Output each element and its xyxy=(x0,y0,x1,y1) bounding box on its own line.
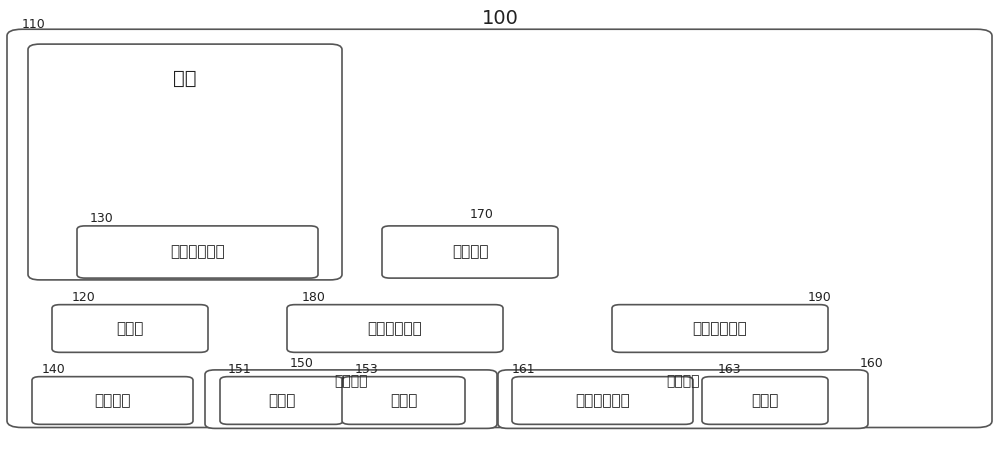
Text: 120: 120 xyxy=(72,291,96,304)
Text: 存储装置: 存储装置 xyxy=(666,374,700,388)
FancyBboxPatch shape xyxy=(7,29,992,428)
Text: 160: 160 xyxy=(860,357,884,370)
Text: 140: 140 xyxy=(42,363,66,376)
Text: 130: 130 xyxy=(90,212,114,225)
Text: 110: 110 xyxy=(22,18,46,32)
FancyBboxPatch shape xyxy=(382,226,558,278)
Text: 泄漏检测装置: 泄漏检测装置 xyxy=(170,244,225,260)
Text: 泵送装置: 泵送装置 xyxy=(94,393,131,408)
Text: 存储罐: 存储罐 xyxy=(751,393,779,408)
FancyBboxPatch shape xyxy=(220,377,343,424)
Text: 冷媒压缩装置: 冷媒压缩装置 xyxy=(575,393,630,408)
Text: 监控装置: 监控装置 xyxy=(452,244,488,260)
FancyBboxPatch shape xyxy=(32,377,193,424)
Text: 控制器: 控制器 xyxy=(116,321,144,336)
Text: 190: 190 xyxy=(808,291,832,304)
Text: 153: 153 xyxy=(355,363,379,376)
Text: 过滤装置: 过滤装置 xyxy=(334,374,368,388)
FancyBboxPatch shape xyxy=(342,377,465,424)
FancyBboxPatch shape xyxy=(512,377,693,424)
FancyBboxPatch shape xyxy=(205,370,497,428)
Text: 机壳: 机壳 xyxy=(173,69,197,88)
Text: 压力检测装置: 压力检测装置 xyxy=(693,321,747,336)
FancyBboxPatch shape xyxy=(77,226,318,278)
FancyBboxPatch shape xyxy=(498,370,868,428)
Text: 151: 151 xyxy=(228,363,252,376)
Text: 161: 161 xyxy=(512,363,536,376)
Text: 180: 180 xyxy=(302,291,326,304)
Text: 150: 150 xyxy=(290,357,314,370)
Text: 100: 100 xyxy=(482,9,518,28)
Text: 纯度检测装置: 纯度检测装置 xyxy=(368,321,422,336)
Text: 过滤器: 过滤器 xyxy=(268,393,295,408)
Text: 170: 170 xyxy=(470,207,494,220)
FancyBboxPatch shape xyxy=(612,305,828,352)
FancyBboxPatch shape xyxy=(702,377,828,424)
FancyBboxPatch shape xyxy=(287,305,503,352)
FancyBboxPatch shape xyxy=(28,44,342,280)
Text: 单向阀: 单向阀 xyxy=(390,393,417,408)
Text: 163: 163 xyxy=(718,363,742,376)
FancyBboxPatch shape xyxy=(52,305,208,352)
